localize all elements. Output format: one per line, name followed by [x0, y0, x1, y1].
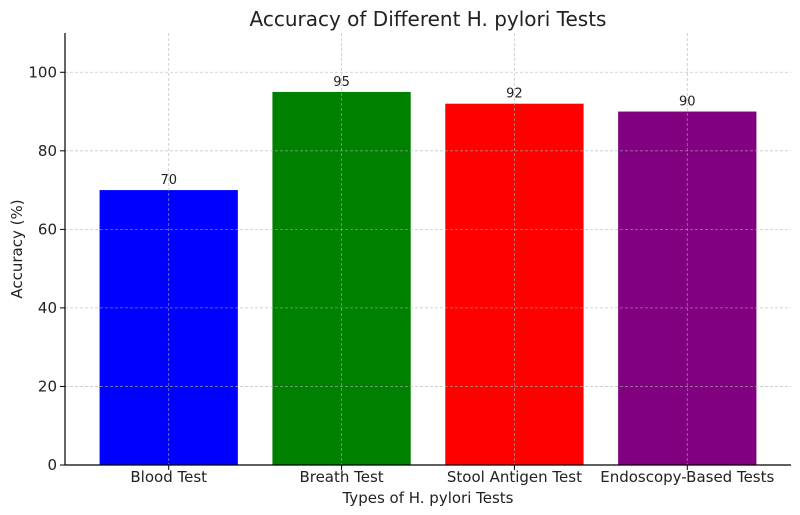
y-tick-label: 20 [38, 377, 57, 395]
data-label: 92 [506, 87, 523, 102]
y-tick-label: 80 [38, 142, 57, 160]
data-labels: 70 95 92 90 [160, 75, 695, 188]
x-tick-label: Breath Test [299, 468, 383, 486]
y-ticks: 0 20 40 60 80 100 [28, 63, 65, 474]
y-axis-label: Accuracy (%) [8, 199, 26, 298]
data-label: 70 [160, 173, 177, 188]
x-tick-label: Stool Antigen Test [447, 468, 582, 486]
x-axis-label: Types of H. pylori Tests [341, 489, 513, 507]
y-tick-label: 0 [47, 456, 57, 474]
data-label: 90 [679, 95, 696, 110]
x-tick-label: Blood Test [130, 468, 207, 486]
y-tick-label: 40 [38, 299, 57, 317]
data-label: 95 [333, 75, 350, 90]
x-ticks: Blood Test Breath Test Stool Antigen Test E… [130, 465, 775, 486]
y-tick-label: 100 [28, 63, 57, 81]
axes [64, 33, 791, 466]
bars [99, 91, 757, 465]
x-tick-label: Endoscopy-Based Tests [600, 468, 774, 486]
y-tick-label: 60 [38, 220, 57, 238]
chart-title: Accuracy of Different H. pylori Tests [250, 7, 607, 31]
